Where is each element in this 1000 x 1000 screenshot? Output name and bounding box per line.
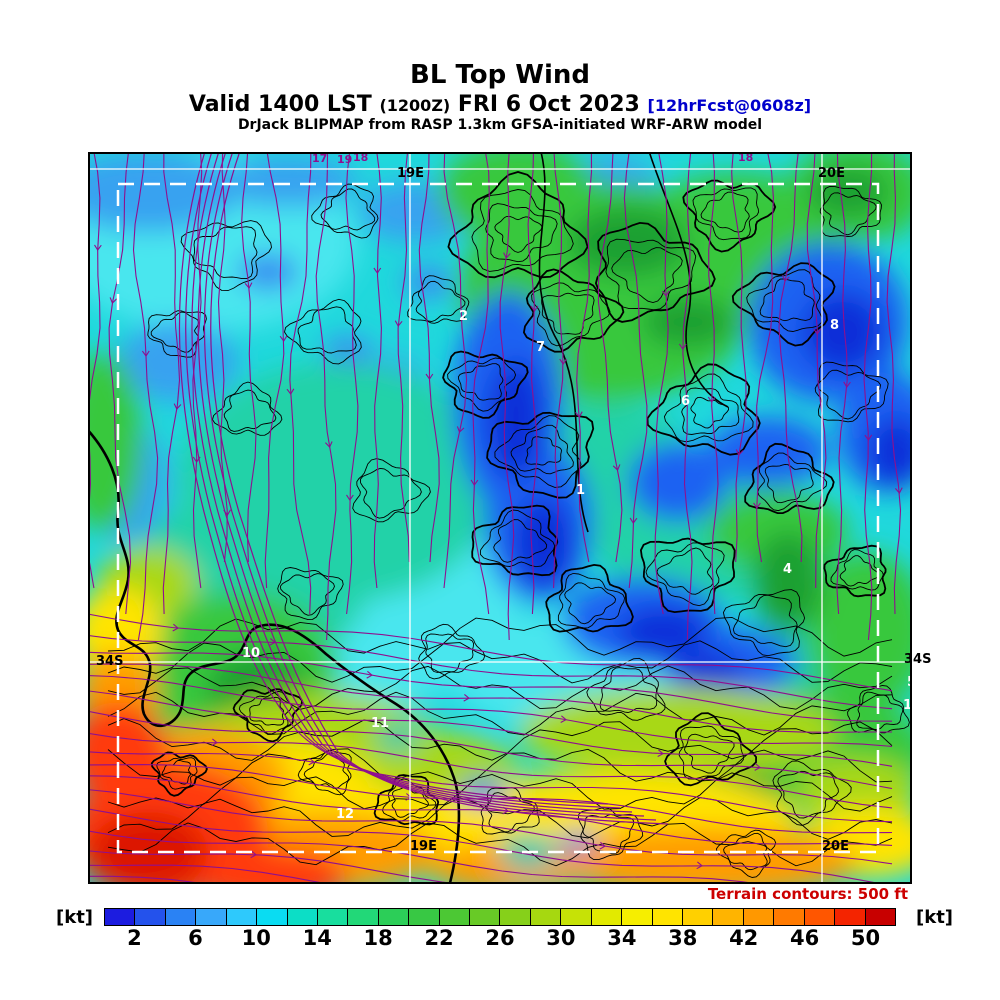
colorbar-ticks: 2 6 10 14 18 22 26 30 34 38 42 46 50 bbox=[104, 926, 896, 952]
wind-value-label: 1 bbox=[576, 483, 585, 498]
wind-value-label: 13 bbox=[903, 698, 912, 713]
colorbar-segment bbox=[348, 909, 379, 925]
colorbar-segment bbox=[165, 909, 197, 925]
wind-value-label: 11 bbox=[371, 716, 389, 731]
colorbar-tick: 26 bbox=[485, 926, 515, 950]
colorbar-segment bbox=[257, 909, 288, 925]
colorbar-tick: 10 bbox=[241, 926, 271, 950]
colorbar-segment bbox=[835, 909, 866, 925]
wind-value-label: 5 bbox=[907, 675, 912, 690]
colorbar-segment bbox=[135, 909, 166, 925]
latitude-label: 34S bbox=[96, 654, 124, 669]
wind-streamlines bbox=[88, 152, 903, 884]
map-frame bbox=[88, 152, 912, 884]
colorbar-unit-left: [kt] bbox=[56, 907, 94, 928]
colorbar-segment bbox=[561, 909, 592, 925]
colorbar-segment bbox=[683, 909, 714, 925]
streamline-value-label: 19 bbox=[337, 153, 352, 166]
longitude-label: 20E bbox=[818, 166, 845, 181]
longitude-label: 20E bbox=[822, 839, 849, 854]
colorbar-segment bbox=[378, 909, 410, 925]
wind-value-label: 7 bbox=[536, 340, 545, 355]
wind-value-label: 8 bbox=[830, 318, 839, 333]
colorbar-tick: 22 bbox=[424, 926, 454, 950]
valid-zulu: (1200Z) bbox=[379, 96, 451, 115]
wind-value-label: 2 bbox=[459, 309, 468, 324]
colorbar-unit-right: [kt] bbox=[916, 907, 954, 928]
colorbar-segment bbox=[743, 909, 775, 925]
wind-value-label: 4 bbox=[783, 562, 792, 577]
wind-map: 19E20E19E20E27861410111251317191818 bbox=[88, 152, 912, 884]
wind-speed-colorbar bbox=[104, 908, 896, 926]
wind-speed-shading bbox=[88, 152, 912, 884]
colorbar-tick: 34 bbox=[607, 926, 637, 950]
colorbar-segment bbox=[105, 909, 136, 925]
valid-time: Valid 1400 LST bbox=[188, 92, 372, 117]
model-line: DrJack BLIPMAP from RASP 1.3km GFSA-init… bbox=[237, 117, 763, 133]
wind-map-canvas: 19E20E19E20E27861410111251317191818 bbox=[88, 152, 912, 884]
colorbar-segment bbox=[804, 909, 836, 925]
map-labels: 19E20E19E20E27861410111251317191818 bbox=[242, 152, 912, 854]
colorbar-tick: 38 bbox=[668, 926, 698, 950]
colorbar-tick: 50 bbox=[850, 926, 881, 950]
forecast-tag: [12hrFcst@0608z] bbox=[647, 96, 812, 115]
streamline-value-label: 18 bbox=[738, 152, 753, 164]
colorbar-segment bbox=[470, 909, 501, 925]
wind-value-label: 10 bbox=[242, 646, 260, 661]
colorbar-segment bbox=[317, 909, 349, 925]
streamline-value-label: 18 bbox=[353, 152, 368, 164]
page-title: BL Top Wind bbox=[410, 60, 590, 90]
colorbar-tick: 6 bbox=[188, 926, 203, 950]
colorbar-segment bbox=[439, 909, 471, 925]
longitude-label: 19E bbox=[397, 166, 424, 181]
colorbar-segment bbox=[409, 909, 440, 925]
colorbar-segment bbox=[865, 909, 895, 925]
wind-value-label: 6 bbox=[681, 394, 690, 409]
colorbar-segment bbox=[196, 909, 227, 925]
terrain-note: Terrain contours: 500 ft bbox=[707, 885, 908, 903]
latlon-grid bbox=[88, 152, 912, 884]
colorbar-segment bbox=[226, 909, 258, 925]
colorbar-segment bbox=[713, 909, 744, 925]
colorbar-tick: 30 bbox=[546, 926, 576, 950]
colorbar-tick: 2 bbox=[127, 926, 142, 950]
colorbar-tick: 14 bbox=[302, 926, 332, 950]
colorbar-segment bbox=[287, 909, 318, 925]
valid-date: FRI 6 Oct 2023 bbox=[457, 92, 640, 117]
colorbar-tick: 42 bbox=[729, 926, 759, 950]
wind-value-label: 12 bbox=[336, 807, 354, 822]
colorbar-segment bbox=[622, 909, 653, 925]
colorbar-segment bbox=[591, 909, 623, 925]
colorbar-segment bbox=[500, 909, 531, 925]
latitude-label: 34S bbox=[904, 652, 932, 667]
colorbar-segment bbox=[652, 909, 684, 925]
colorbar-segment bbox=[530, 909, 562, 925]
colorbar-tick: 18 bbox=[363, 926, 393, 950]
valid-time-line: Valid 1400 LST (1200Z) FRI 6 Oct 2023 [1… bbox=[0, 92, 1000, 117]
longitude-label: 19E bbox=[410, 839, 437, 854]
colorbar-tick: 46 bbox=[789, 926, 820, 950]
colorbar-segment bbox=[774, 909, 805, 925]
streamline-value-label: 17 bbox=[312, 152, 327, 165]
